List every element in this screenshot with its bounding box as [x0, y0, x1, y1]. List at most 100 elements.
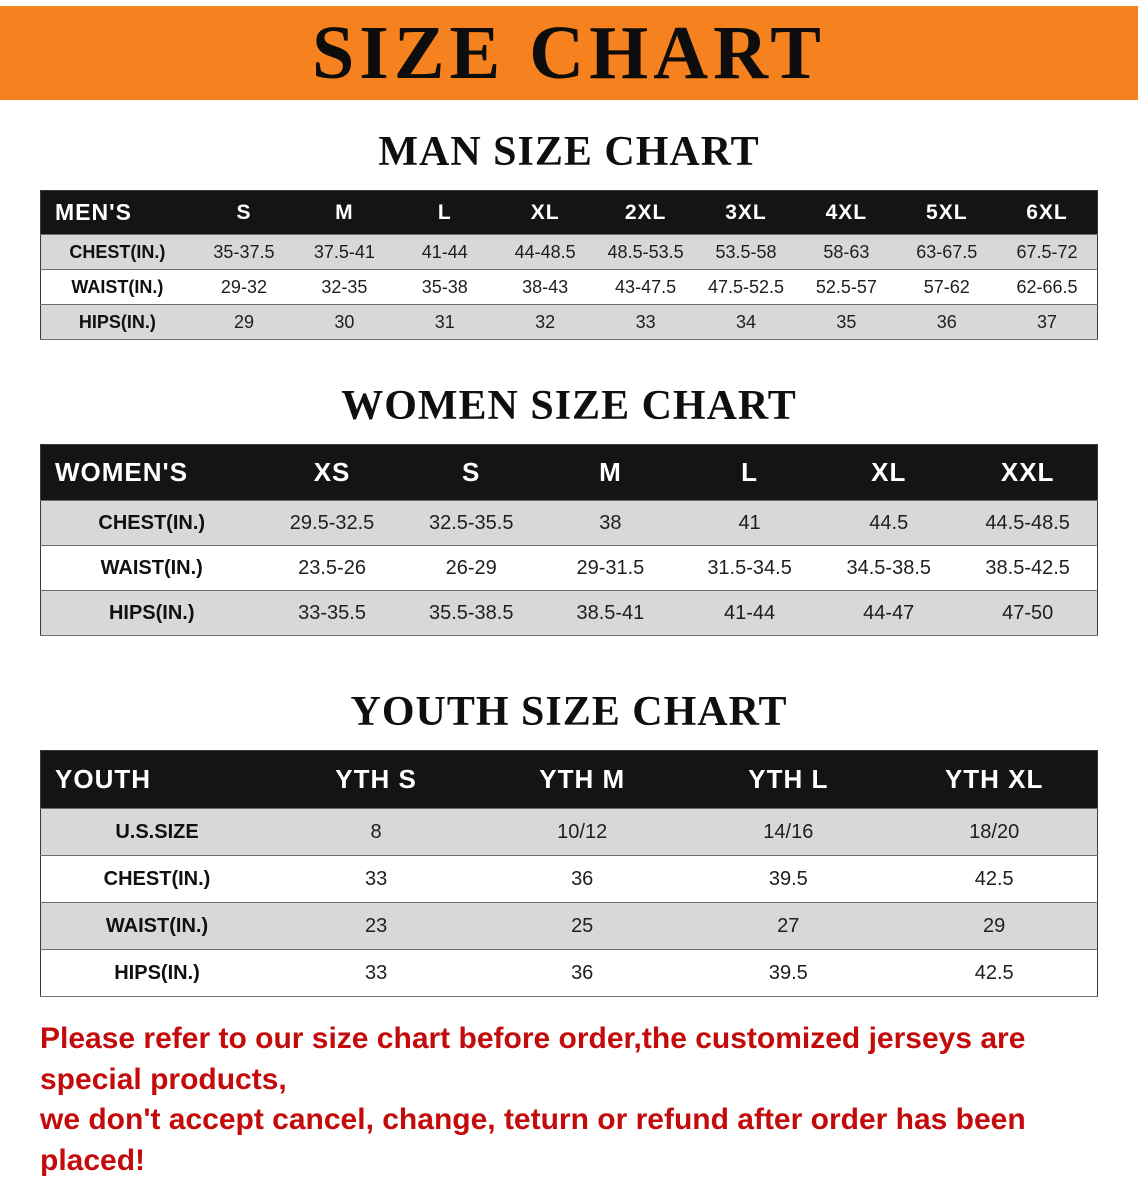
size-value-cell: 14/16 [685, 808, 892, 856]
size-column-header: M [294, 190, 395, 235]
size-value-cell: 33-35.5 [262, 590, 402, 636]
size-value-cell: 47-50 [958, 590, 1098, 636]
size-value-cell: 44-47 [819, 590, 959, 636]
size-column-header: YTH L [685, 750, 892, 809]
size-column-header: 6XL [997, 190, 1098, 235]
table-header-row: YOUTH YTH S YTH M YTH L YTH XL [40, 750, 1098, 809]
measurement-row-label: CHEST(IN.) [40, 855, 274, 903]
size-value-cell: 35-37.5 [193, 234, 295, 270]
table-row: WAIST(IN.) 23.5-26 26-29 29-31.5 31.5-34.5 34… [40, 545, 1098, 591]
size-value-cell: 38.5-42.5 [958, 545, 1098, 591]
size-value-cell: 26-29 [401, 545, 541, 591]
size-value-cell: 35 [796, 304, 897, 340]
table-row: HIPS(IN.) 29 30 31 32 33 34 35 36 37 [40, 304, 1098, 340]
size-value-cell: 47.5-52.5 [695, 269, 797, 305]
measurement-row-label: HIPS(IN.) [40, 304, 194, 340]
size-value-cell: 32-35 [294, 269, 395, 305]
table-row: CHEST(IN.) 29.5-32.5 32.5-35.5 38 41 44.5 44.5… [40, 500, 1098, 546]
size-value-cell: 43-47.5 [595, 269, 696, 305]
table-row: CHEST(IN.) 35-37.5 37.5-41 41-44 44-48.5 48.5… [40, 234, 1098, 270]
disclaimer-line-1: Please refer to our size chart before or… [40, 1022, 1026, 1096]
table-row: HIPS(IN.) 33-35.5 35.5-38.5 38.5-41 41-44 44-… [40, 590, 1098, 636]
size-value-cell: 35.5-38.5 [401, 590, 541, 636]
size-value-cell: 44-48.5 [494, 234, 596, 270]
youth-size-chart-heading: YOUTH SIZE CHART [350, 689, 788, 735]
size-value-cell: 18/20 [891, 808, 1098, 856]
size-value-cell: 58-63 [796, 234, 897, 270]
size-value-cell: 52.5-57 [796, 269, 897, 305]
size-chart-banner: SIZE CHART [0, 6, 1138, 100]
womens-size-table-wrap: WOMEN'S XS S M L XL XXL CHEST(IN.) 29.5-32.5 32.5… [0, 444, 1138, 636]
size-value-cell: 29 [891, 902, 1098, 950]
size-column-header: YTH M [479, 750, 686, 809]
women-size-chart-heading: WOMEN SIZE CHART [341, 383, 797, 429]
size-value-cell: 44.5 [819, 500, 959, 546]
size-column-header: L [679, 444, 820, 501]
size-value-cell: 32 [494, 304, 596, 340]
table-corner-header: MEN'S [40, 190, 194, 235]
size-value-cell: 10/12 [479, 808, 686, 856]
man-size-chart-heading: MAN SIZE CHART [378, 129, 760, 175]
size-value-cell: 23 [273, 902, 480, 950]
size-value-cell: 33 [595, 304, 696, 340]
size-column-header: XL [494, 190, 596, 235]
size-value-cell: 25 [479, 902, 686, 950]
size-value-cell: 29-32 [193, 269, 295, 305]
size-value-cell: 67.5-72 [997, 234, 1098, 270]
size-value-cell: 35-38 [394, 269, 495, 305]
size-column-header: 2XL [595, 190, 696, 235]
table-row: HIPS(IN.) 33 36 39.5 42.5 [40, 949, 1098, 997]
table-corner-header: YOUTH [40, 750, 274, 809]
size-value-cell: 48.5-53.5 [595, 234, 696, 270]
size-value-cell: 39.5 [685, 855, 892, 903]
disclaimer: Please refer to our size chart before or… [40, 1019, 1098, 1181]
size-value-cell: 37.5-41 [294, 234, 395, 270]
size-column-header: YTH S [273, 750, 480, 809]
size-value-cell: 42.5 [891, 855, 1098, 903]
table-header-row: MEN'S S M L XL 2XL 3XL 4XL 5XL 6XL [40, 190, 1098, 235]
size-value-cell: 62-66.5 [997, 269, 1098, 305]
size-column-header: M [540, 444, 680, 501]
mens-size-table-wrap: MEN'S S M L XL 2XL 3XL 4XL 5XL 6XL CHEST(IN.) 35-37… [0, 190, 1138, 340]
size-column-header: XS [262, 444, 402, 501]
table-header-row: WOMEN'S XS S M L XL XXL [40, 444, 1098, 501]
size-value-cell: 41 [679, 500, 820, 546]
size-value-cell: 23.5-26 [262, 545, 402, 591]
measurement-row-label: CHEST(IN.) [40, 234, 194, 270]
size-value-cell: 42.5 [891, 949, 1098, 997]
table-row: CHEST(IN.) 33 36 39.5 42.5 [40, 855, 1098, 903]
size-column-header: L [394, 190, 495, 235]
size-value-cell: 32.5-35.5 [401, 500, 541, 546]
size-column-header: S [401, 444, 541, 501]
size-column-header: 5XL [896, 190, 997, 235]
size-value-cell: 38.5-41 [540, 590, 680, 636]
size-column-header: S [193, 190, 295, 235]
size-value-cell: 38 [540, 500, 680, 546]
table-row: WAIST(IN.) 29-32 32-35 35-38 38-43 43-47.5 47.… [40, 269, 1098, 305]
size-value-cell: 31 [394, 304, 495, 340]
size-column-header: XXL [958, 444, 1098, 501]
size-value-cell: 41-44 [394, 234, 495, 270]
size-value-cell: 34 [695, 304, 797, 340]
youth-size-table-wrap: YOUTH YTH S YTH M YTH L YTH XL U.S.SIZE 8 10/12… [0, 750, 1138, 997]
size-value-cell: 38-43 [494, 269, 596, 305]
size-value-cell: 29.5-32.5 [262, 500, 402, 546]
measurement-row-label: HIPS(IN.) [40, 949, 274, 997]
youth-size-table: YOUTH YTH S YTH M YTH L YTH XL U.S.SIZE 8 10/12… [40, 750, 1098, 997]
size-value-cell: 53.5-58 [695, 234, 797, 270]
size-value-cell: 36 [896, 304, 997, 340]
size-value-cell: 29-31.5 [540, 545, 680, 591]
size-column-header: XL [819, 444, 959, 501]
size-value-cell: 41-44 [679, 590, 820, 636]
table-row: WAIST(IN.) 23 25 27 29 [40, 902, 1098, 950]
table-corner-header: WOMEN'S [40, 444, 263, 501]
size-value-cell: 34.5-38.5 [819, 545, 959, 591]
size-value-cell: 33 [273, 855, 480, 903]
size-value-cell: 29 [193, 304, 295, 340]
measurement-row-label: WAIST(IN.) [40, 545, 263, 591]
table-row: U.S.SIZE 8 10/12 14/16 18/20 [40, 808, 1098, 856]
size-value-cell: 57-62 [896, 269, 997, 305]
size-column-header: YTH XL [891, 750, 1098, 809]
measurement-row-label: WAIST(IN.) [40, 902, 274, 950]
womens-size-table: WOMEN'S XS S M L XL XXL CHEST(IN.) 29.5-32.5 32.5… [40, 444, 1098, 636]
